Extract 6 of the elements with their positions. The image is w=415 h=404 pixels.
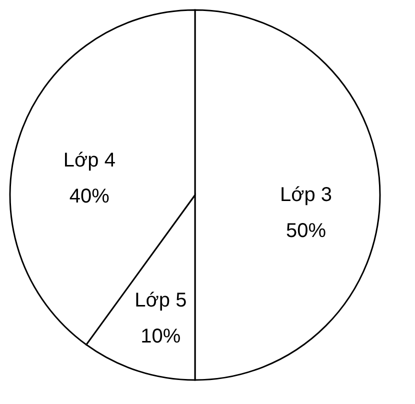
- data-label: 10%: [140, 326, 181, 348]
- slice-label: Lớp 5: [134, 290, 187, 312]
- data-label: 50%: [286, 220, 326, 242]
- slice-label: Lớp 4: [63, 150, 116, 172]
- slice-label: Lớp 3: [280, 184, 332, 206]
- data-label: 40%: [69, 186, 110, 208]
